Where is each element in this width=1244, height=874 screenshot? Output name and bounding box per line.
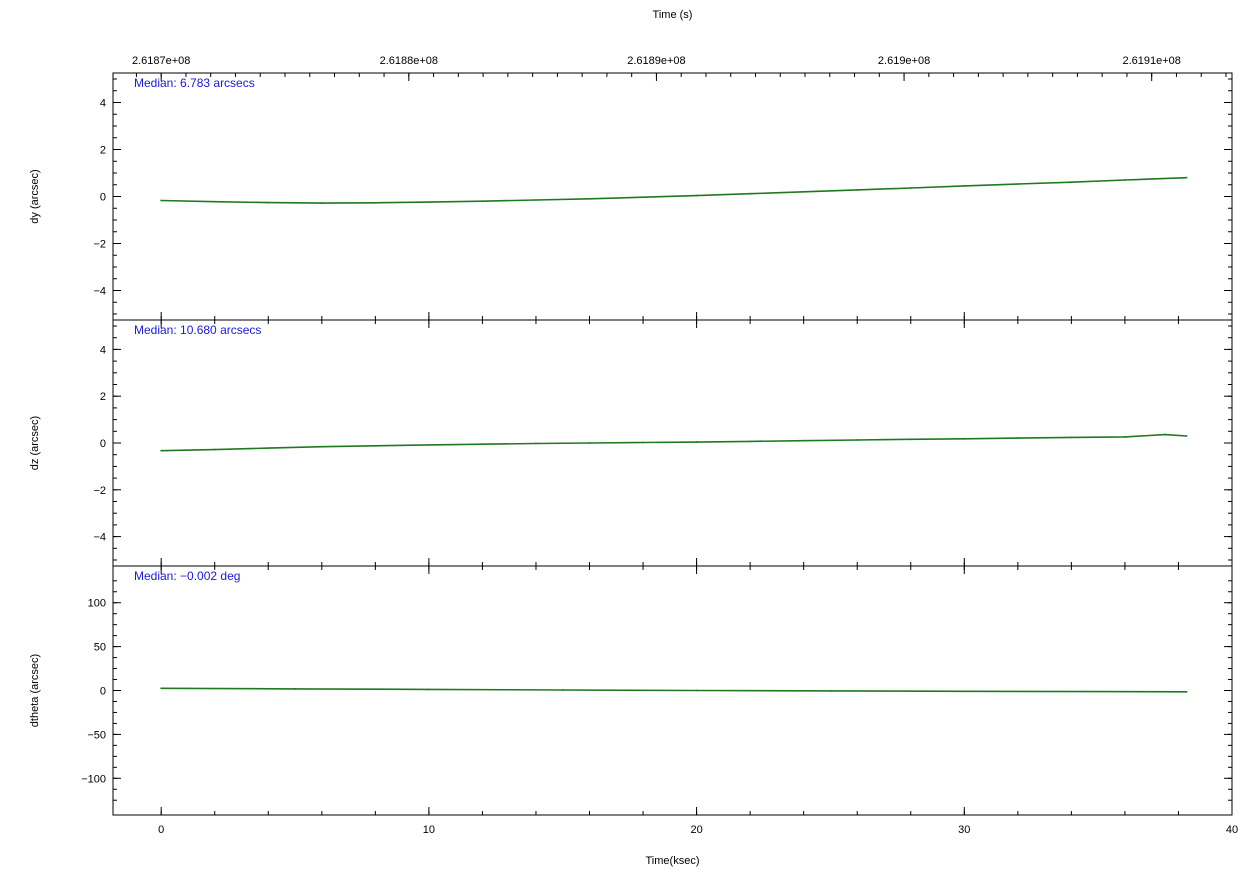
data-point <box>1185 176 1188 179</box>
x-tick-label: 0 <box>158 824 164 836</box>
data-point <box>909 187 912 189</box>
data-point <box>829 690 832 692</box>
data-point <box>749 440 752 443</box>
median-annotation: Median: −0.002 deg <box>134 569 240 583</box>
x-tick-label: 30 <box>958 824 970 836</box>
data-point <box>427 201 430 204</box>
data-point <box>856 439 859 441</box>
data-point <box>535 199 537 201</box>
data-point <box>695 441 698 443</box>
series-line <box>161 687 1187 693</box>
top-tick-label: 2.619e+08 <box>878 55 930 67</box>
y-axis-label: dy (arcsec) <box>29 169 41 223</box>
data-point <box>427 443 430 446</box>
data-point <box>909 438 912 441</box>
data-point <box>588 197 591 200</box>
series-line <box>161 176 1187 204</box>
y-tick-label: 50 <box>94 642 106 654</box>
top-tick-label: 2.6191e+08 <box>1122 55 1180 67</box>
data-point <box>856 189 859 191</box>
data-point <box>1185 690 1188 693</box>
data-point <box>213 200 216 203</box>
data-point <box>802 439 805 442</box>
median-annotation: Median: 6.783 arcsecs <box>134 76 255 90</box>
data-point <box>1070 436 1073 439</box>
data-point <box>320 202 323 204</box>
data-point <box>963 437 966 440</box>
data-point <box>1097 690 1100 693</box>
data-point <box>1016 437 1019 439</box>
y-tick-label: −4 <box>93 286 106 298</box>
data-point <box>695 194 698 197</box>
x-tick-label: 20 <box>690 824 702 836</box>
y-axis-label: dz (arcsec) <box>29 416 41 470</box>
data-point <box>160 687 163 690</box>
data-point <box>294 688 296 690</box>
data-point <box>695 689 698 692</box>
data-point <box>1070 181 1073 184</box>
data-point <box>642 441 644 444</box>
y-tick-label: −50 <box>87 729 106 741</box>
data-point <box>963 690 966 693</box>
y-tick-label: 4 <box>100 98 106 110</box>
data-point <box>213 448 216 451</box>
top-tick-label: 2.6189e+08 <box>627 55 685 67</box>
data-point <box>374 444 377 447</box>
panel-1: −4 −2 0 2 4 dy (arcsec) Median: 6.783 arcsecs <box>29 72 1233 321</box>
data-point <box>160 199 163 202</box>
panel-3: −100 −50 0 50 100 dtheta (arcsec) Median: −0.0… <box>29 565 1233 816</box>
y-tick-label: −4 <box>93 532 106 544</box>
y-tick-label: 100 <box>88 598 106 610</box>
median-annotation: Median: 10.680 arcsecs <box>134 323 261 337</box>
data-point <box>481 443 484 446</box>
top-axis-title: Time (s) <box>653 9 693 21</box>
y-tick-label: 0 <box>100 686 106 698</box>
y-tick-label: −100 <box>81 773 106 785</box>
y-tick-label: −2 <box>93 485 106 497</box>
data-point <box>588 442 591 444</box>
x-tick-label: 40 <box>1226 824 1238 836</box>
top-tick-label: 2.6187e+08 <box>132 55 190 67</box>
y-tick-label: 0 <box>100 438 106 450</box>
panel-2: −4 −2 0 2 4 dz (arcsec) Median: 10.680 arcsecs <box>29 319 1233 567</box>
data-point <box>1016 183 1019 185</box>
y-axis-label: dtheta (arcsec) <box>29 654 41 727</box>
series-line <box>161 433 1187 452</box>
data-point <box>963 185 966 187</box>
data-point <box>481 200 484 203</box>
data-point <box>802 190 805 193</box>
data-point <box>1185 435 1188 437</box>
y-tick-label: 0 <box>100 192 106 204</box>
data-point <box>267 447 270 450</box>
data-point <box>1164 433 1166 436</box>
y-tick-label: 4 <box>100 344 106 356</box>
x-tick-label: 10 <box>423 824 435 836</box>
data-point <box>374 201 377 204</box>
data-point <box>561 689 564 691</box>
data-point <box>1124 436 1126 438</box>
data-point <box>427 688 430 691</box>
y-tick-label: 2 <box>100 145 106 157</box>
y-tick-label: −2 <box>93 239 106 251</box>
data-point <box>749 192 752 195</box>
data-point <box>535 442 537 445</box>
data-point <box>642 196 644 199</box>
data-point <box>320 445 323 448</box>
y-tick-label: 2 <box>100 391 106 403</box>
x-axis-title: Time(ksec) <box>646 855 700 867</box>
data-point <box>1124 179 1126 181</box>
top-tick-label: 2.6188e+08 <box>380 55 438 67</box>
data-point <box>160 449 163 452</box>
data-point <box>267 201 270 204</box>
